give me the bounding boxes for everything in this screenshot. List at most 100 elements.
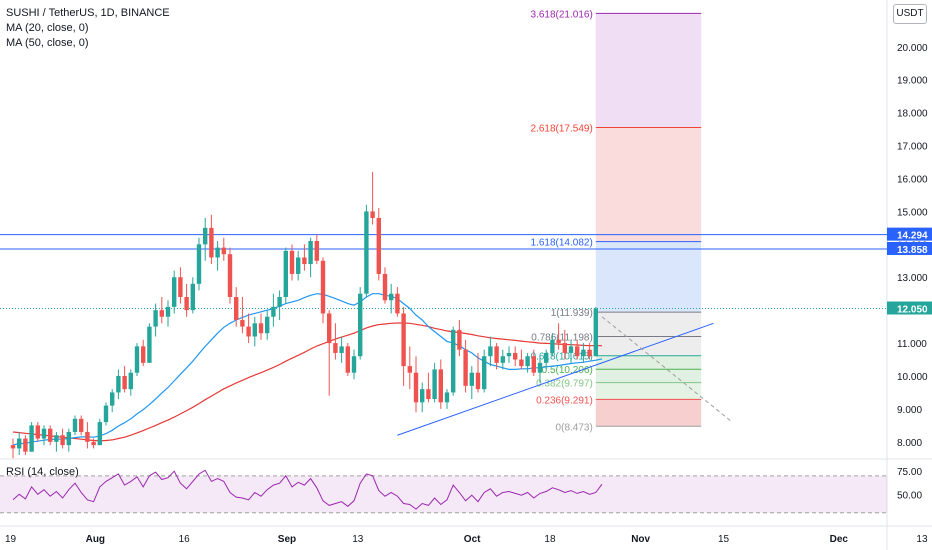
candle-body [575, 346, 580, 357]
candle-body [215, 247, 220, 258]
candle-body [178, 277, 183, 297]
candle-body [438, 369, 443, 403]
ma50-legend: MA (50, close, 0) [6, 37, 89, 49]
time-tick-label: 13 [352, 534, 364, 545]
time-tick-label: 16 [179, 534, 191, 545]
candle-body [221, 247, 226, 255]
candlesticks [10, 171, 598, 459]
fib-zone [595, 127, 702, 242]
price-tick-label: 10.000 [897, 372, 928, 383]
candle-body [97, 422, 102, 446]
candle-body [339, 346, 344, 353]
candle-body [10, 445, 16, 449]
candle-body [320, 260, 326, 314]
candle-body [134, 346, 140, 373]
candle-body [482, 356, 487, 390]
candle-body [426, 389, 431, 400]
candle-body [153, 310, 158, 327]
price-label-box [887, 227, 932, 241]
candle-body [488, 346, 493, 357]
candle-body [72, 418, 78, 432]
fib-zone [595, 382, 702, 400]
candle-body [370, 211, 375, 218]
rsi-line [12, 469, 603, 510]
candle-body [227, 254, 233, 297]
candle-body [457, 329, 462, 350]
candle-body [432, 369, 437, 400]
currency-badge[interactable]: USDT [893, 4, 927, 24]
rsi-band [0, 475, 887, 513]
candle-body [91, 441, 96, 446]
fib-zone [595, 355, 702, 370]
candle-body [85, 431, 90, 442]
symbol-title: SUSHI / TetherUS, 1D, BINANCE [6, 7, 170, 19]
candle-body [475, 372, 481, 390]
candle-body [271, 306, 276, 317]
candle-body [302, 257, 307, 265]
time-tick-label: Nov [631, 534, 650, 545]
price-tick-label: 18.000 [897, 109, 928, 120]
price-label-text: 12.050 [897, 305, 928, 316]
candle-body [364, 211, 369, 294]
candle-body [395, 293, 400, 314]
candle-body [246, 326, 251, 337]
fib-zone [595, 312, 702, 337]
candle-body [54, 435, 59, 442]
candle-body [327, 313, 332, 344]
candle-body [116, 375, 121, 393]
price-tick-label: 20.000 [897, 43, 928, 54]
trend-drawings[interactable] [397, 316, 733, 436]
candle-body [506, 352, 512, 357]
time-tick-label: Sep [278, 534, 296, 545]
fib-level-label: 3.618(21.016) [531, 9, 593, 20]
fib-level-label: 1.618(14.082) [531, 238, 593, 249]
moving-averages [12, 293, 603, 446]
candle-body [128, 372, 133, 390]
candle-body [401, 313, 406, 367]
fib-level-label: 0.236(9.291) [536, 395, 593, 406]
fib-level-label: 1(11.939) [551, 308, 593, 319]
candle-body [35, 425, 40, 439]
price-tick-label: 15.000 [897, 207, 928, 218]
candle-body [122, 375, 127, 390]
fib-level-label: 0.618(10.615) [531, 352, 593, 363]
candle-body [562, 343, 567, 353]
fib-zone [595, 369, 702, 383]
candle-body [209, 227, 214, 258]
candle-body [289, 250, 295, 274]
candle-body [184, 296, 189, 311]
candle-body [420, 389, 425, 403]
price-label-box [887, 301, 932, 315]
candle-body [277, 296, 282, 307]
candle-body [451, 329, 456, 393]
candle-body [556, 339, 561, 344]
candle-body [172, 277, 177, 307]
candle-body [265, 316, 270, 334]
price-label-box [887, 241, 932, 255]
fibonacci-extension[interactable]: 0(8.473) 0.236(9.291) 0.382(9.797) 0.5(10.2… [531, 9, 702, 433]
candle-body [234, 296, 239, 321]
candle-body [550, 339, 555, 353]
price-tick-label: 13.000 [897, 273, 928, 284]
candle-body [103, 405, 109, 423]
candle-body [333, 343, 338, 353]
candle-body [29, 425, 34, 452]
fib-level-label: 0.786(11.198) [531, 333, 593, 344]
candle-body [513, 352, 518, 360]
horizontal-levels[interactable] [0, 234, 887, 310]
price-tick-label: 17.000 [897, 142, 928, 153]
candle-body [494, 346, 499, 363]
candle-body [413, 372, 419, 403]
ma20-legend: MA (20, close, 0) [6, 22, 89, 34]
candle-body [544, 352, 549, 363]
candle-body [196, 244, 202, 284]
candle-body [60, 435, 65, 446]
candle-body [17, 438, 22, 449]
price-label-text: 13.858 [897, 245, 928, 256]
candle-body [147, 326, 152, 363]
candle-body [345, 346, 350, 373]
candle-body [376, 217, 381, 274]
chart-legend: SUSHI / TetherUS, 1D, BINANCE MA (20, cl… [6, 6, 170, 51]
time-tick-label: Aug [86, 534, 105, 545]
